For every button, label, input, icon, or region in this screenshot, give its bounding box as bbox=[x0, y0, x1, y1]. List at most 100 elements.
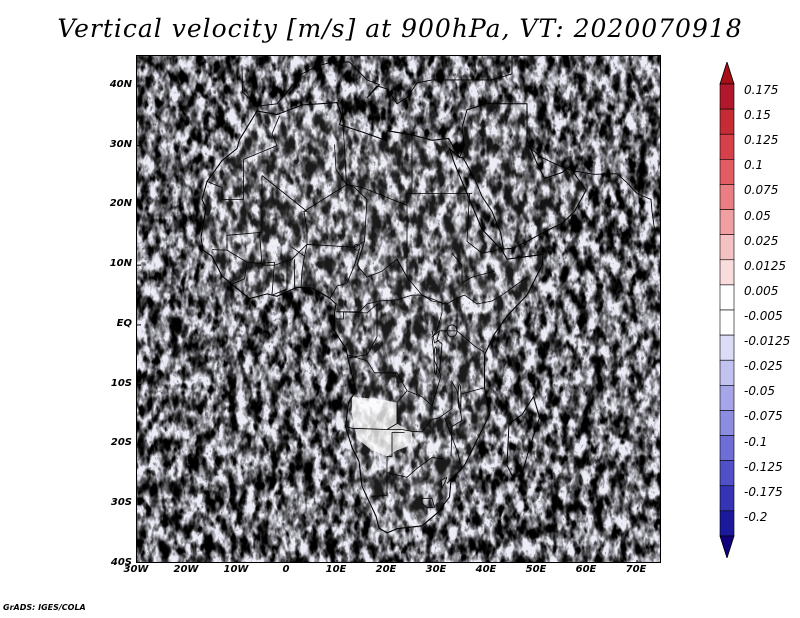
country-border bbox=[206, 159, 244, 200]
country-border bbox=[461, 387, 485, 395]
country-border bbox=[371, 456, 388, 497]
arabia-coastline bbox=[458, 103, 587, 250]
lake-chad bbox=[353, 243, 361, 251]
colorbar-tick-label: 0.125 bbox=[744, 133, 779, 148]
country-border bbox=[444, 417, 463, 484]
colorbar-swatch bbox=[719, 284, 735, 311]
colorbar-swatch bbox=[719, 485, 735, 512]
colorbar-swatch bbox=[719, 385, 735, 411]
map-plot-area bbox=[136, 55, 661, 563]
colorbar-swatch bbox=[719, 159, 735, 185]
country-border bbox=[356, 241, 443, 304]
colorbar-swatch bbox=[719, 259, 735, 286]
country-border bbox=[334, 103, 347, 186]
colorbar-bottom-arrow bbox=[719, 535, 735, 558]
colorbar-swatch bbox=[719, 184, 735, 210]
colorbar-tick-label: 0.1 bbox=[744, 158, 764, 173]
country-border bbox=[346, 302, 443, 407]
country-border bbox=[243, 115, 280, 160]
arabia-land-tint bbox=[459, 103, 586, 249]
country-border bbox=[421, 276, 528, 305]
colorbar-swatch bbox=[719, 108, 735, 135]
africa-coastline bbox=[200, 102, 544, 534]
country-border bbox=[387, 432, 405, 457]
colorbar-tick-label: 0.05 bbox=[744, 208, 771, 223]
colorbar-tick-label: -0.025 bbox=[744, 359, 783, 374]
lon-tick-label: 60E bbox=[575, 564, 597, 575]
lon-tick-label: 50E bbox=[525, 564, 547, 575]
colorbar-swatch bbox=[719, 334, 735, 361]
lon-tick-label: 20W bbox=[173, 564, 199, 575]
country-border bbox=[300, 256, 305, 288]
lat-tick-label: 10N bbox=[109, 258, 132, 270]
colorbar-swatch bbox=[719, 410, 735, 436]
country-border bbox=[226, 175, 263, 251]
colorbar-tick-label: -0.1 bbox=[744, 434, 768, 449]
grads-credit: GrADS: IGES/COLA bbox=[3, 603, 86, 612]
country-boundaries bbox=[200, 56, 655, 534]
country-border bbox=[345, 417, 440, 433]
colorbar-tick-label: -0.0125 bbox=[744, 334, 791, 349]
country-border bbox=[439, 380, 463, 457]
lat-tick-label: EQ bbox=[116, 317, 132, 329]
colorbar-swatch bbox=[719, 309, 735, 336]
colorbar-tick-label: 0.175 bbox=[744, 83, 779, 97]
country-border bbox=[451, 252, 495, 284]
colorbar-tick-label: -0.2 bbox=[744, 509, 768, 524]
country-border bbox=[396, 205, 408, 279]
colorbar-swatch bbox=[719, 460, 735, 487]
country-border bbox=[386, 390, 408, 430]
madagascar-coastline bbox=[506, 395, 541, 478]
colorbar-swatch bbox=[719, 435, 735, 461]
colorbar-swatch bbox=[719, 234, 735, 261]
colorbar-tick-label: -0.05 bbox=[744, 384, 776, 399]
vertical-velocity-field bbox=[137, 56, 660, 562]
lat-tick-label: 30S bbox=[110, 497, 132, 509]
lon-tick-label: 0 bbox=[282, 564, 290, 575]
lon-tick-label: 40E bbox=[475, 564, 497, 575]
lake-victoria bbox=[446, 324, 458, 338]
lat-tick-label: 20S bbox=[110, 437, 132, 449]
map-title: Vertical velocity [m/s] at 900hPa, VT: 2… bbox=[57, 14, 743, 43]
colorbar-tick-label: 0.15 bbox=[744, 108, 771, 123]
lon-tick-label: 30E bbox=[425, 564, 447, 575]
africa-land-tint bbox=[201, 102, 543, 533]
lat-tick-label: 40S bbox=[110, 557, 132, 568]
lon-tick-label: 10W bbox=[223, 564, 249, 575]
colorbar-tick-label: 0.005 bbox=[744, 283, 779, 298]
colorbar-tick-label: -0.175 bbox=[744, 484, 783, 499]
colorbar-swatch bbox=[719, 359, 735, 386]
country-border bbox=[431, 330, 440, 344]
colorbar-tick-label: 0.075 bbox=[744, 183, 779, 198]
lake-malawi bbox=[457, 384, 462, 410]
colorbar-tick-label: -0.005 bbox=[744, 309, 783, 323]
country-border bbox=[466, 193, 498, 254]
colorbar-swatch bbox=[719, 510, 735, 537]
colorbar-swatch bbox=[719, 209, 735, 235]
country-border bbox=[271, 259, 288, 296]
colorbar-tick-label: 0.0125 bbox=[744, 258, 786, 273]
country-border bbox=[436, 330, 443, 373]
africa-landmass bbox=[201, 102, 586, 533]
colorbar-top-arrow bbox=[719, 62, 735, 85]
colorbar-tick-label: -0.125 bbox=[744, 459, 783, 474]
europe-coastline bbox=[241, 56, 513, 107]
lon-tick-label: 20E bbox=[375, 564, 397, 575]
lon-tick-label: 30W bbox=[123, 564, 149, 575]
lat-tick-label: 10S bbox=[110, 377, 132, 389]
country-border bbox=[421, 497, 436, 509]
country-border bbox=[386, 457, 444, 478]
lake-tanganyika bbox=[433, 346, 438, 376]
country-border bbox=[329, 248, 360, 299]
country-border bbox=[246, 261, 275, 264]
colorbar-tick-label: 0.025 bbox=[744, 233, 779, 248]
country-border bbox=[303, 211, 308, 245]
country-border bbox=[336, 311, 344, 320]
country-border bbox=[348, 304, 378, 359]
country-border bbox=[440, 476, 448, 490]
colorbar-swatch bbox=[719, 83, 735, 110]
lon-tick-label: 10E bbox=[325, 564, 347, 575]
iran-coastline bbox=[526, 145, 655, 230]
colorbar-tick-label: -0.075 bbox=[744, 409, 783, 424]
lon-tick-label: 70E bbox=[625, 564, 647, 575]
